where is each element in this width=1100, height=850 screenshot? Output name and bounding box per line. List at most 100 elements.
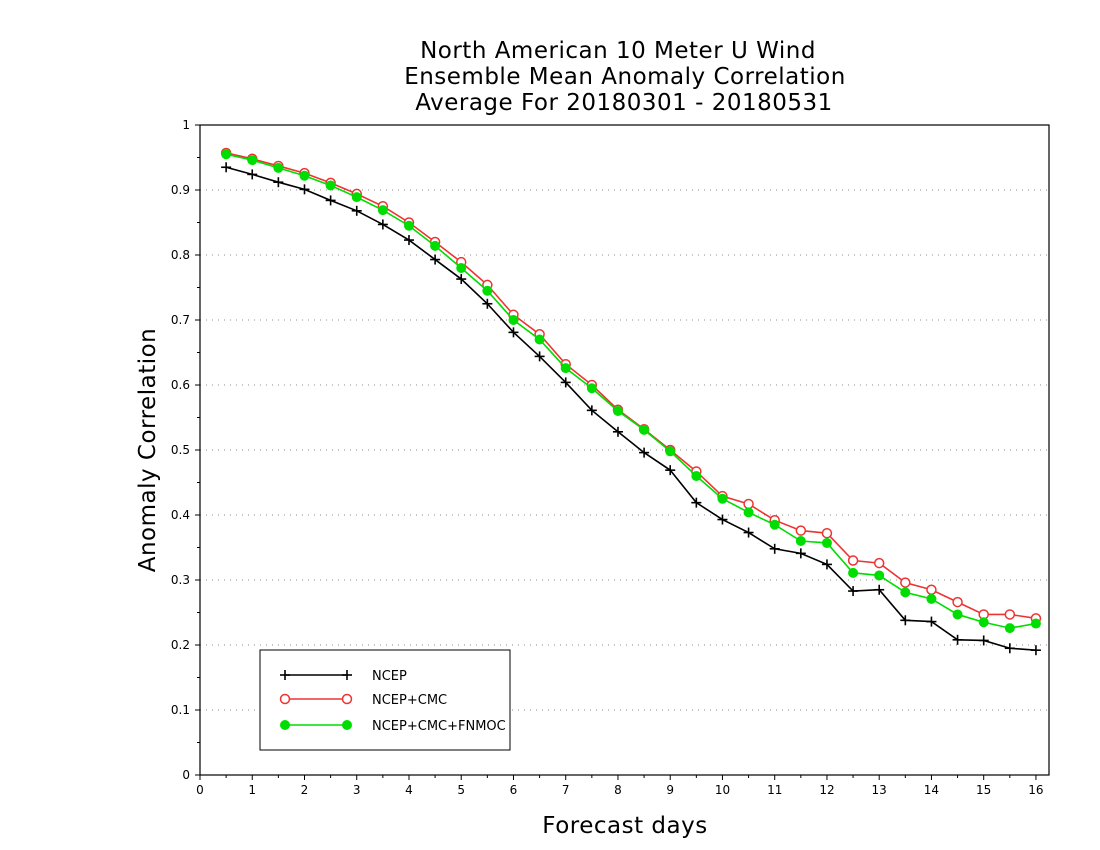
- data-point: [769, 543, 780, 554]
- x-tick-label: 0: [196, 783, 204, 797]
- data-point: [221, 149, 232, 160]
- data-point: [612, 406, 623, 416]
- data-point: [430, 240, 441, 251]
- data-point: [639, 447, 650, 458]
- data-point: [821, 559, 832, 570]
- data-point: [665, 465, 676, 476]
- x-tick-label: 1: [248, 783, 256, 797]
- data-point: [612, 426, 623, 437]
- x-tick-label: 9: [666, 783, 674, 797]
- data-point: [900, 577, 911, 588]
- data-point: [508, 315, 519, 325]
- legend-item: NCEP: [280, 669, 407, 684]
- chart-title: North American 10 Meter U Wind Ensemble …: [404, 38, 846, 116]
- data-point: [691, 497, 702, 508]
- data-point: [351, 192, 362, 203]
- data-point: [1030, 645, 1041, 656]
- data-point: [508, 327, 519, 338]
- series-ncep-cmc-fnmoc: [221, 149, 1041, 634]
- data-point: [769, 519, 780, 530]
- data-point: [456, 263, 467, 273]
- data-point: [900, 615, 911, 626]
- data-point: [978, 635, 989, 646]
- data-point: [717, 493, 728, 504]
- data-point: [1004, 623, 1015, 634]
- data-point: [1004, 609, 1016, 620]
- legend-marker-end: [342, 670, 352, 680]
- legend-marker-start: [280, 720, 290, 730]
- grid: [200, 189, 1049, 711]
- y-axis-title: Anomaly Correlation: [135, 328, 161, 573]
- data-point: [1004, 643, 1015, 654]
- data-point: [221, 162, 232, 173]
- data-point: [299, 184, 310, 195]
- data-point: [482, 285, 493, 296]
- y-tick-label: 0.2: [171, 638, 190, 652]
- y-tick-label: 0.1: [171, 703, 190, 717]
- data-point: [560, 363, 571, 374]
- legend-label: NCEP: [372, 669, 407, 684]
- data-point: [926, 584, 937, 595]
- data-point: [743, 507, 754, 518]
- data-point: [534, 334, 545, 345]
- series-line: [225, 152, 1037, 620]
- y-tick-label: 0.3: [171, 573, 190, 587]
- x-tick-label: 3: [353, 783, 361, 797]
- data-point: [456, 274, 467, 285]
- data-point: [403, 235, 414, 246]
- legend-marker-end: [342, 720, 352, 730]
- data-point: [743, 527, 754, 538]
- series-line: [225, 166, 1036, 651]
- series-line: [225, 153, 1037, 629]
- legend-marker-start: [279, 693, 291, 705]
- title-line-1: North American 10 Meter U Wind: [420, 38, 816, 64]
- x-tick-label: 16: [1028, 783, 1043, 797]
- x-tick-label: 7: [562, 783, 570, 797]
- data-point: [325, 180, 336, 191]
- legend-label: NCEP+CMC+FNMOC: [372, 719, 506, 734]
- data-point: [351, 205, 362, 216]
- data-point: [900, 587, 911, 598]
- data-point: [586, 383, 597, 394]
- legend-label: NCEP+CMC: [372, 693, 447, 708]
- data-point: [377, 205, 388, 216]
- data-point: [430, 254, 441, 265]
- x-tick-label: 5: [457, 783, 465, 797]
- data-point: [377, 219, 388, 230]
- y-tick-label: 0.4: [171, 508, 190, 522]
- data-point: [952, 609, 963, 620]
- data-point: [821, 537, 832, 548]
- x-tick-label: 12: [819, 783, 834, 797]
- data-point: [821, 527, 833, 539]
- data-point: [273, 177, 284, 188]
- data-point: [926, 616, 937, 627]
- data-point: [874, 570, 885, 581]
- data-point: [482, 298, 493, 309]
- data-point: [273, 162, 284, 173]
- legend-items: NCEP NCEP+CMC NCEP+CMC+FNMOC: [279, 669, 506, 734]
- data-point: [639, 424, 650, 435]
- data-point: [952, 596, 963, 608]
- y-tick-label: 0.8: [171, 248, 190, 262]
- legend-item: NCEP+CMC: [279, 693, 447, 708]
- data-point: [691, 471, 702, 481]
- legend-box: [259, 649, 511, 751]
- data-point: [560, 377, 571, 388]
- x-tick-label: 11: [767, 783, 782, 797]
- title-line-2: Ensemble Mean Anomaly Correlation: [404, 64, 846, 90]
- y-tick-label: 0.7: [171, 313, 190, 327]
- x-axis-title: Forecast days: [542, 813, 707, 839]
- data-point: [848, 567, 859, 578]
- data-point: [873, 557, 885, 569]
- x-tick-label: 6: [510, 783, 518, 797]
- legend-marker-start: [280, 670, 290, 680]
- legend-item: NCEP+CMC+FNMOC: [280, 719, 506, 734]
- title-line-3: Average For 20180301 - 20180531: [415, 90, 833, 116]
- data-point: [299, 170, 310, 181]
- data-point: [926, 593, 937, 604]
- series-layer: [220, 147, 1042, 656]
- legend-marker-end: [341, 693, 353, 705]
- data-point: [586, 405, 597, 416]
- series-ncep-cmc: [220, 147, 1042, 624]
- data-point: [717, 514, 728, 525]
